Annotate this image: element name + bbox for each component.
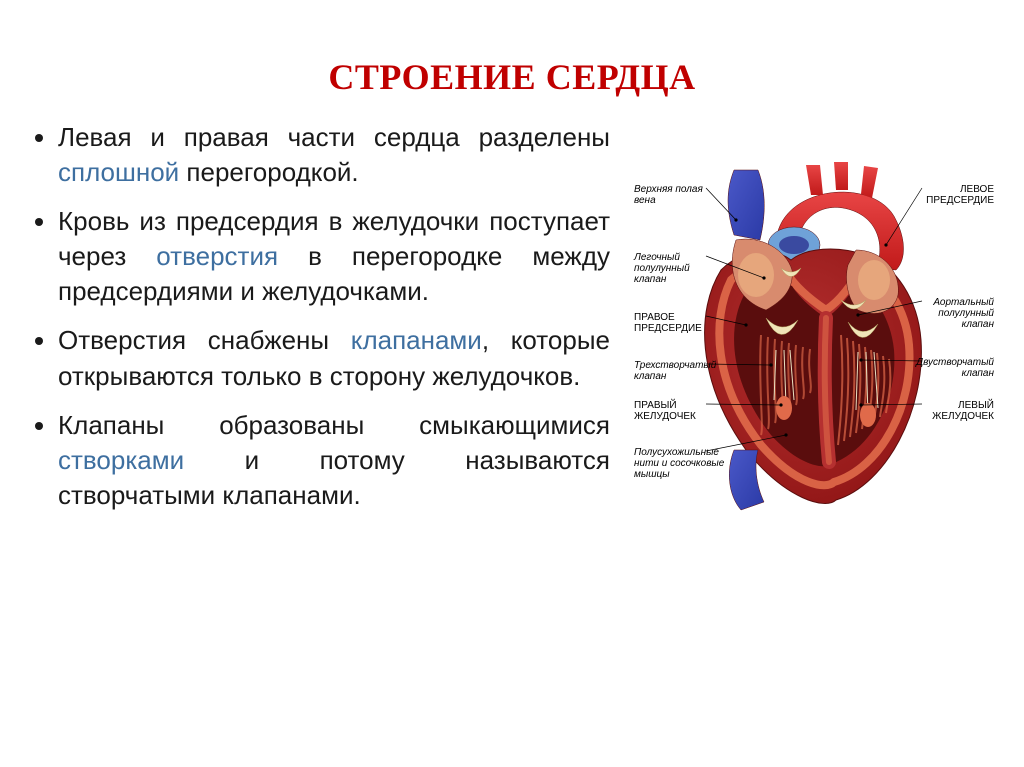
diagram-label: клапан bbox=[634, 274, 667, 285]
highlight-term: отверстия bbox=[156, 241, 278, 271]
diagram-label: Аортальный bbox=[932, 297, 994, 308]
heart-diagram: Верхняя полаявенаЛегочныйполулунныйклапа… bbox=[626, 150, 996, 530]
diagram-label: нити и сосочковые bbox=[634, 458, 725, 469]
highlight-term: створками bbox=[58, 445, 184, 475]
bullet-text: Клапаны образованы смыкающимися bbox=[58, 410, 610, 440]
highlight-term: клапанами bbox=[351, 325, 482, 355]
diagram-label: ПРЕДСЕРДИЕ bbox=[634, 323, 702, 334]
bullet-item: Клапаны образованы смыкающимися створкам… bbox=[58, 408, 610, 513]
diagram-label: Трехстворчатый bbox=[634, 360, 717, 371]
diagram-label: ПРАВЫЙ bbox=[634, 398, 677, 411]
bullet-list: Левая и правая части сердца разделены сп… bbox=[30, 120, 610, 513]
diagram-label: Полусухожильные bbox=[634, 447, 719, 458]
diagram-label: Верхняя полая bbox=[634, 184, 703, 195]
diagram-label: клапан bbox=[962, 368, 995, 379]
diagram-label: полулунный bbox=[634, 263, 690, 274]
bullet-text: перегородкой. bbox=[179, 157, 358, 187]
bullet-item: Левая и правая части сердца разделены сп… bbox=[58, 120, 610, 190]
diagram-label: ЛЕВЫЙ bbox=[958, 398, 994, 411]
diagram-label: ПРЕДСЕРДИЕ bbox=[926, 195, 994, 206]
diagram-label: ЖЕЛУДОЧЕК bbox=[634, 411, 696, 422]
diagram-label: клапан bbox=[634, 371, 667, 382]
diagram-label: ЖЕЛУДОЧЕК bbox=[932, 411, 994, 422]
diagram-label: вена bbox=[634, 195, 656, 206]
bullet-text: Отверстия снабжены bbox=[58, 325, 351, 355]
text-column: Левая и правая части сердца разделены сп… bbox=[30, 120, 610, 527]
diagram-label: полулунный bbox=[938, 308, 994, 319]
slide: СТРОЕНИЕ СЕРДЦА Левая и правая части сер… bbox=[0, 0, 1024, 767]
bullet-text: Левая и правая части сердца разделены bbox=[58, 122, 610, 152]
highlight-term: сплошной bbox=[58, 157, 179, 187]
bullet-item: Отверстия снабжены клапанами, которые от… bbox=[58, 323, 610, 393]
slide-title: СТРОЕНИЕ СЕРДЦА bbox=[0, 56, 1024, 98]
diagram-label: Двустворчатый bbox=[915, 357, 994, 368]
diagram-label: клапан bbox=[962, 319, 995, 330]
bullet-item: Кровь из предсердия в желудочки поступае… bbox=[58, 204, 610, 309]
heart-svg: Верхняя полаявенаЛегочныйполулунныйклапа… bbox=[626, 150, 996, 530]
diagram-label: мышцы bbox=[634, 469, 670, 480]
diagram-label: ПРАВОЕ bbox=[634, 312, 675, 323]
diagram-label: ЛЕВОЕ bbox=[960, 184, 994, 195]
diagram-label: Легочный bbox=[633, 252, 680, 263]
